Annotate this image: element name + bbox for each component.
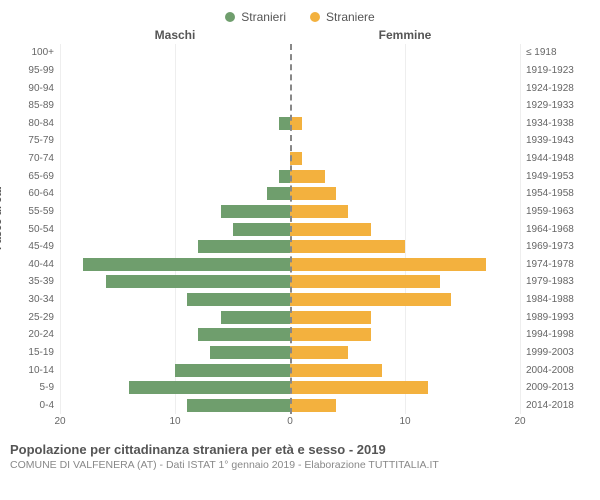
y-labels-birth: ≤ 19181919-19231924-19281929-19331934-19… (520, 44, 590, 414)
bars-area (60, 44, 520, 414)
x-axis: 20 10 0 10 20 (10, 416, 590, 432)
column-headers: Maschi Femmine (10, 28, 590, 42)
bar-male (233, 223, 291, 236)
bar-male (267, 187, 290, 200)
birth-label: 1979-1983 (520, 273, 590, 291)
birth-label: 1984-1988 (520, 291, 590, 309)
bar-female (290, 223, 371, 236)
bar-female (290, 328, 371, 341)
bar-female (290, 258, 486, 271)
birth-label: 1959-1963 (520, 203, 590, 221)
footer-title: Popolazione per cittadinanza straniera p… (10, 442, 590, 457)
birth-label: 1939-1943 (520, 132, 590, 150)
age-label: 50-54 (10, 220, 60, 238)
bar-male (221, 311, 290, 324)
y-labels-age: 100+95-9990-9485-8980-8475-7970-7465-696… (10, 44, 60, 414)
legend: Stranieri Straniere (10, 10, 590, 24)
birth-label: 1929-1933 (520, 97, 590, 115)
plot-area: Fasce di età 100+95-9990-9485-8980-8475-… (10, 44, 590, 414)
age-label: 30-34 (10, 291, 60, 309)
bar-male (106, 275, 290, 288)
bar-female (290, 170, 325, 183)
birth-label: 1934-1938 (520, 115, 590, 133)
age-label: 95-99 (10, 62, 60, 80)
legend-swatch-female (310, 12, 320, 22)
bar-female (290, 240, 405, 253)
x-tick-label: 20 (54, 416, 65, 427)
y-axis-left-title: Fasce di età (0, 187, 4, 250)
birth-label: 1944-1948 (520, 150, 590, 168)
bar-male (279, 170, 291, 183)
age-label: 40-44 (10, 256, 60, 274)
birth-label: 1924-1928 (520, 79, 590, 97)
birth-label: 1989-1993 (520, 308, 590, 326)
legend-label-female: Straniere (326, 10, 375, 24)
birth-label: 1949-1953 (520, 167, 590, 185)
bar-male (175, 364, 290, 377)
x-tick-label: 10 (169, 416, 180, 427)
age-label: 25-29 (10, 308, 60, 326)
age-label: 55-59 (10, 203, 60, 221)
grid-line (520, 44, 521, 414)
age-label: 0-4 (10, 397, 60, 415)
age-label: 70-74 (10, 150, 60, 168)
bar-female (290, 364, 382, 377)
age-label: 80-84 (10, 115, 60, 133)
bar-male (129, 381, 290, 394)
birth-label: 1994-1998 (520, 326, 590, 344)
bar-male (221, 205, 290, 218)
center-line (290, 44, 292, 414)
bar-female (290, 187, 336, 200)
x-tick-label: 0 (287, 416, 293, 427)
bar-male (187, 399, 291, 412)
birth-label: 1974-1978 (520, 256, 590, 274)
birth-label: 2009-2013 (520, 379, 590, 397)
x-ticks: 201001020 (60, 416, 520, 432)
legend-item-male: Stranieri (225, 10, 286, 24)
footer-subtitle: COMUNE DI VALFENERA (AT) - Dati ISTAT 1°… (10, 459, 590, 471)
bar-female (290, 311, 371, 324)
age-label: 65-69 (10, 167, 60, 185)
bar-female (290, 346, 348, 359)
chart-footer: Popolazione per cittadinanza straniera p… (10, 442, 590, 471)
bar-male (83, 258, 290, 271)
bar-male (198, 328, 290, 341)
age-label: 10-14 (10, 361, 60, 379)
birth-label: 1954-1958 (520, 185, 590, 203)
bar-male (279, 117, 291, 130)
bar-male (187, 293, 291, 306)
birth-label: 1999-2003 (520, 344, 590, 362)
bar-male (210, 346, 291, 359)
age-label: 45-49 (10, 238, 60, 256)
legend-swatch-male (225, 12, 235, 22)
legend-label-male: Stranieri (241, 10, 286, 24)
age-label: 75-79 (10, 132, 60, 150)
age-label: 20-24 (10, 326, 60, 344)
column-header-right: Femmine (290, 28, 520, 42)
x-tick-label: 10 (399, 416, 410, 427)
legend-item-female: Straniere (310, 10, 375, 24)
age-label: 60-64 (10, 185, 60, 203)
bar-female (290, 275, 440, 288)
birth-label: 1919-1923 (520, 62, 590, 80)
x-tick-label: 20 (514, 416, 525, 427)
birth-label: ≤ 1918 (520, 44, 590, 62)
birth-label: 1964-1968 (520, 220, 590, 238)
age-label: 100+ (10, 44, 60, 62)
birth-label: 2014-2018 (520, 397, 590, 415)
age-label: 5-9 (10, 379, 60, 397)
bar-female (290, 399, 336, 412)
birth-label: 2004-2008 (520, 361, 590, 379)
bar-female (290, 293, 451, 306)
age-label: 85-89 (10, 97, 60, 115)
bar-female (290, 381, 428, 394)
birth-label: 1969-1973 (520, 238, 590, 256)
age-label: 15-19 (10, 344, 60, 362)
bar-male (198, 240, 290, 253)
column-header-left: Maschi (60, 28, 290, 42)
age-label: 35-39 (10, 273, 60, 291)
age-label: 90-94 (10, 79, 60, 97)
bar-female (290, 205, 348, 218)
population-pyramid-chart: Stranieri Straniere Maschi Femmine Fasce… (0, 0, 600, 500)
